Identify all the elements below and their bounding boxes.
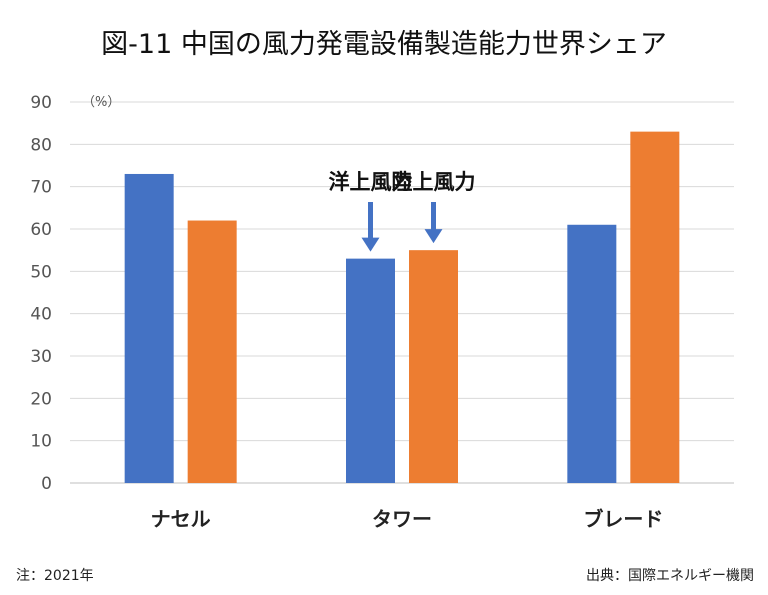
y-axis-ticks: 0 10 20 30 40 50 60 70 80 90 — [30, 93, 52, 494]
source-credit: 出典：国際エネルギー機関 — [586, 568, 754, 584]
bars — [124, 131, 680, 484]
y-tick-label: 0 — [41, 474, 52, 494]
x-category-label: ナセル — [151, 507, 211, 531]
chart-title: 図-11 中国の風力発電設備製造能力世界シェア — [101, 29, 667, 60]
series-label: 陸上風力 — [392, 170, 476, 194]
x-category-label: ブレード — [583, 507, 663, 531]
bar-offshore — [346, 258, 395, 483]
y-tick-label: 20 — [30, 389, 52, 409]
gridlines — [70, 101, 734, 484]
series-label: 洋上風力 — [329, 170, 413, 194]
bar-offshore — [567, 224, 617, 483]
y-tick-label: 10 — [30, 432, 52, 452]
x-axis-categories: ナセル タワー ブレード — [151, 507, 664, 531]
footnote: 注：2021年 — [16, 568, 94, 584]
bar-onshore — [409, 250, 458, 483]
bar-onshore — [187, 220, 237, 484]
x-category-label: タワー — [372, 507, 432, 531]
y-tick-label: 70 — [30, 178, 52, 198]
y-axis-unit-label: （%） — [82, 95, 120, 110]
arrow-down-icon — [424, 229, 443, 244]
y-tick-label: 50 — [30, 262, 52, 282]
y-tick-label: 40 — [30, 305, 52, 325]
y-tick-label: 80 — [30, 135, 52, 155]
bar-onshore — [630, 131, 680, 483]
y-tick-label: 90 — [30, 93, 52, 113]
y-tick-label: 30 — [30, 347, 52, 367]
bar-offshore — [124, 173, 174, 483]
arrow-down-icon — [361, 237, 380, 252]
y-tick-label: 60 — [30, 220, 52, 240]
